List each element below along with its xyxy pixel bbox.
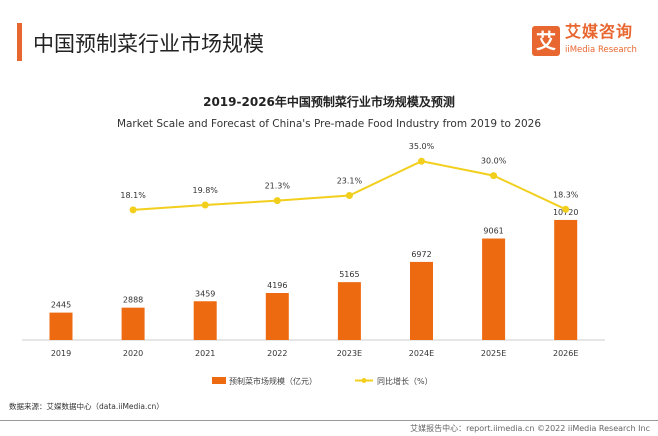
x-tick-label: 2022 bbox=[267, 349, 287, 358]
logo-mark: 艾 bbox=[532, 26, 560, 56]
growth-point bbox=[562, 205, 570, 213]
bar bbox=[265, 293, 289, 340]
x-tick-label: 2024E bbox=[409, 349, 434, 358]
chart-title: 2019-2026年中国预制菜行业市场规模及预测 bbox=[203, 95, 455, 109]
x-tick-label: 2026E bbox=[553, 349, 578, 358]
x-tick-label: 2019 bbox=[51, 349, 71, 358]
footer-divider bbox=[0, 420, 658, 421]
growth-value-label: 19.8% bbox=[192, 186, 218, 195]
bar bbox=[49, 312, 73, 340]
x-tick-label: 2025E bbox=[481, 349, 506, 358]
bar bbox=[337, 282, 361, 340]
bar bbox=[482, 238, 506, 340]
growth-point bbox=[490, 172, 498, 180]
legend-bar-label: 预制菜市场规模（亿元） bbox=[229, 376, 317, 386]
growth-point bbox=[418, 157, 425, 165]
legend-line-label: 同比增长（%） bbox=[377, 376, 433, 386]
growth-value-label: 35.0% bbox=[409, 142, 435, 151]
growth-point bbox=[345, 191, 353, 199]
page-title: 中国预制菜行业市场规模 bbox=[33, 32, 264, 56]
growth-point bbox=[273, 197, 281, 205]
growth-point bbox=[201, 201, 209, 209]
x-tick-label: 2020 bbox=[123, 349, 143, 358]
chart-subtitle: Market Scale and Forecast of China's Pre… bbox=[116, 118, 542, 130]
bar-value-label: 5165 bbox=[339, 270, 359, 279]
data-source: 数据来源：艾媒数据中心（data.iiMedia.cn） bbox=[9, 402, 164, 411]
bar bbox=[554, 219, 578, 340]
growth-value-label: 18.3% bbox=[553, 190, 579, 199]
footer-text: 艾媒报告中心：report.iimedia.cn ©2022 iiMedia R… bbox=[410, 424, 650, 433]
bar bbox=[193, 301, 217, 340]
bar-value-label: 4196 bbox=[267, 281, 287, 290]
bar-value-label: 6972 bbox=[411, 250, 431, 259]
bar bbox=[410, 261, 433, 340]
growth-value-label: 23.1% bbox=[337, 176, 363, 185]
bar-value-label: 2888 bbox=[123, 296, 143, 305]
legend-line-marker bbox=[361, 378, 367, 383]
title-accent-bar bbox=[17, 23, 22, 61]
growth-point bbox=[129, 206, 137, 214]
bar-value-label: 3459 bbox=[195, 289, 215, 298]
growth-value-label: 30.0% bbox=[481, 157, 507, 166]
legend-bar-swatch bbox=[212, 377, 226, 384]
x-tick-label: 2023E bbox=[337, 349, 362, 358]
bar bbox=[121, 307, 145, 340]
iimedia-logo: 艾 艾媒咨询 iiMedia Research bbox=[532, 23, 657, 67]
logo-cn-text: 艾媒咨询 bbox=[565, 22, 634, 41]
growth-value-label: 21.3% bbox=[265, 182, 291, 191]
x-tick-label: 2021 bbox=[195, 349, 215, 358]
logo-en-text: iiMedia Research bbox=[565, 45, 637, 55]
bar-value-label: 9061 bbox=[483, 227, 503, 236]
growth-value-label: 18.1% bbox=[120, 191, 146, 200]
bar-value-label: 2445 bbox=[51, 301, 71, 310]
